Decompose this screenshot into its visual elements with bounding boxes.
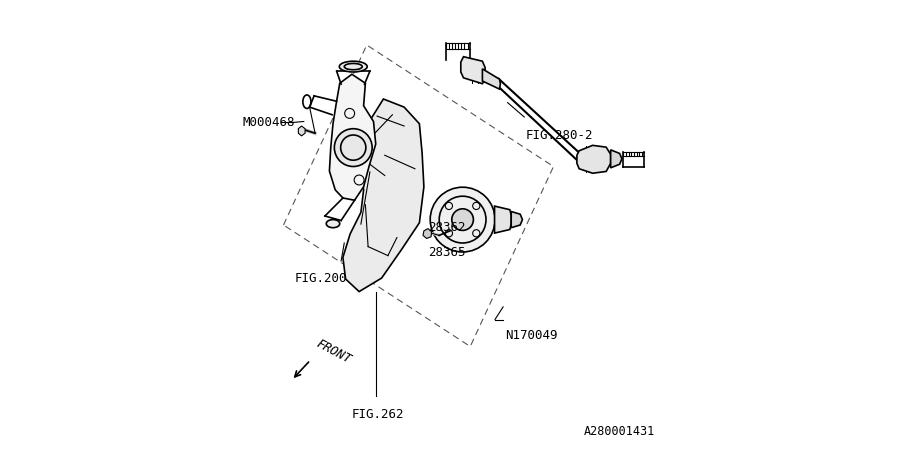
Text: FRONT: FRONT (314, 338, 354, 366)
Polygon shape (461, 57, 485, 84)
Text: FIG.200: FIG.200 (295, 273, 347, 285)
Text: FIG.280-2: FIG.280-2 (526, 130, 593, 142)
Text: FIG.262: FIG.262 (352, 408, 404, 420)
Polygon shape (423, 229, 432, 238)
Polygon shape (482, 69, 500, 89)
Ellipse shape (339, 61, 367, 72)
Polygon shape (343, 99, 424, 292)
Text: N170049: N170049 (505, 329, 557, 342)
Text: M000468: M000468 (242, 116, 294, 129)
Text: 28365: 28365 (428, 246, 466, 258)
Circle shape (452, 209, 473, 230)
Ellipse shape (326, 220, 340, 228)
Circle shape (335, 129, 373, 166)
Polygon shape (329, 74, 376, 200)
Polygon shape (511, 212, 522, 228)
Polygon shape (610, 150, 622, 168)
Circle shape (430, 187, 495, 252)
Polygon shape (299, 126, 305, 136)
Polygon shape (495, 206, 511, 233)
Polygon shape (577, 145, 610, 173)
Text: 28362: 28362 (428, 221, 466, 234)
Text: A280001431: A280001431 (584, 425, 655, 437)
